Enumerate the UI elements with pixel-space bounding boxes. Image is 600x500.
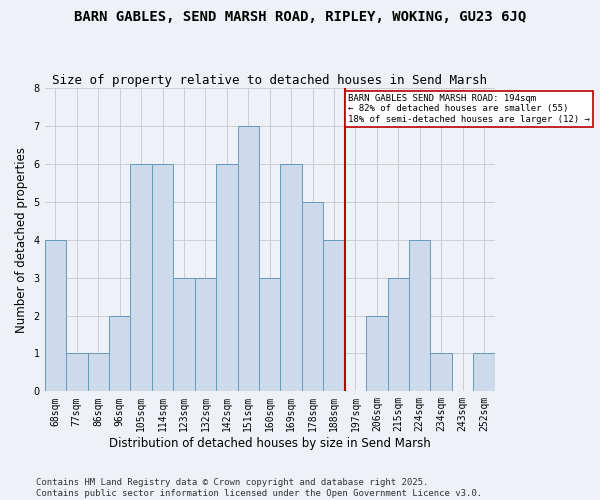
Bar	[388, 278, 409, 392]
Bar	[152, 164, 173, 392]
Bar	[130, 164, 152, 392]
Title: Size of property relative to detached houses in Send Marsh: Size of property relative to detached ho…	[52, 74, 487, 87]
Bar	[280, 164, 302, 392]
Text: BARN GABLES, SEND MARSH ROAD, RIPLEY, WOKING, GU23 6JQ: BARN GABLES, SEND MARSH ROAD, RIPLEY, WO…	[74, 10, 526, 24]
Bar	[195, 278, 216, 392]
Bar	[173, 278, 195, 392]
Bar	[409, 240, 430, 392]
Text: BARN GABLES SEND MARSH ROAD: 194sqm
← 82% of detached houses are smaller (55)
18: BARN GABLES SEND MARSH ROAD: 194sqm ← 82…	[348, 94, 590, 124]
Bar	[66, 354, 88, 392]
Bar	[323, 240, 345, 392]
Bar	[216, 164, 238, 392]
Bar	[109, 316, 130, 392]
Bar	[366, 316, 388, 392]
Bar	[259, 278, 280, 392]
X-axis label: Distribution of detached houses by size in Send Marsh: Distribution of detached houses by size …	[109, 437, 431, 450]
Text: Contains HM Land Registry data © Crown copyright and database right 2025.
Contai: Contains HM Land Registry data © Crown c…	[36, 478, 482, 498]
Bar	[473, 354, 495, 392]
Y-axis label: Number of detached properties: Number of detached properties	[15, 147, 28, 333]
Bar	[430, 354, 452, 392]
Bar	[88, 354, 109, 392]
Bar	[44, 240, 66, 392]
Bar	[238, 126, 259, 392]
Bar	[302, 202, 323, 392]
